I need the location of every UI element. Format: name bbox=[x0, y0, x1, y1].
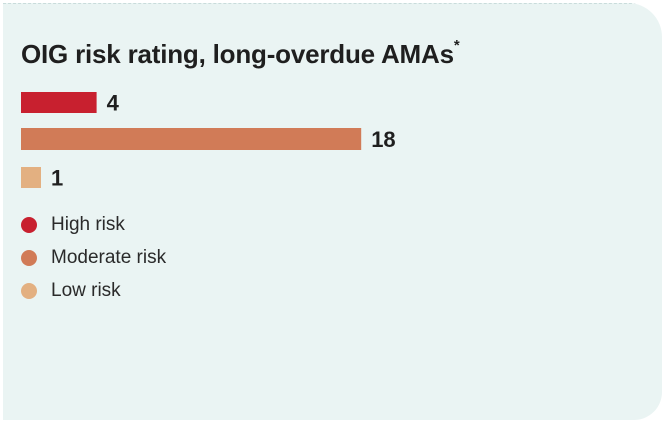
chart-title: OIG risk rating, long-overdue AMAs* bbox=[21, 37, 460, 70]
value-label-high-risk: 4 bbox=[107, 91, 120, 116]
chart-legend: High risk Moderate risk Low risk bbox=[21, 208, 166, 307]
bar-chart: 4 18 1 bbox=[21, 91, 396, 191]
legend-swatch-moderate-risk bbox=[21, 249, 37, 266]
chart-title-text: OIG risk rating, long-overdue AMAs* bbox=[21, 37, 460, 69]
bar-moderate-risk bbox=[21, 128, 362, 150]
legend-item-low-risk: Low risk bbox=[21, 274, 166, 307]
legend-label-low-risk: Low risk bbox=[51, 279, 121, 301]
legend-swatch-high-risk bbox=[21, 216, 37, 233]
legend-swatch-low-risk bbox=[21, 282, 37, 299]
bar-low-risk bbox=[21, 167, 41, 188]
value-label-low-risk: 1 bbox=[51, 166, 63, 191]
bar-high-risk bbox=[21, 92, 97, 113]
legend-label-high-risk: High risk bbox=[51, 213, 125, 235]
value-label-moderate-risk: 18 bbox=[371, 127, 395, 152]
legend-item-high-risk: High risk bbox=[21, 208, 166, 241]
legend-item-moderate-risk: Moderate risk bbox=[21, 241, 166, 274]
chart-card: OIG risk rating, long-overdue AMAs* 4 18 1… bbox=[3, 3, 662, 420]
legend-label-moderate-risk: Moderate risk bbox=[51, 246, 167, 268]
